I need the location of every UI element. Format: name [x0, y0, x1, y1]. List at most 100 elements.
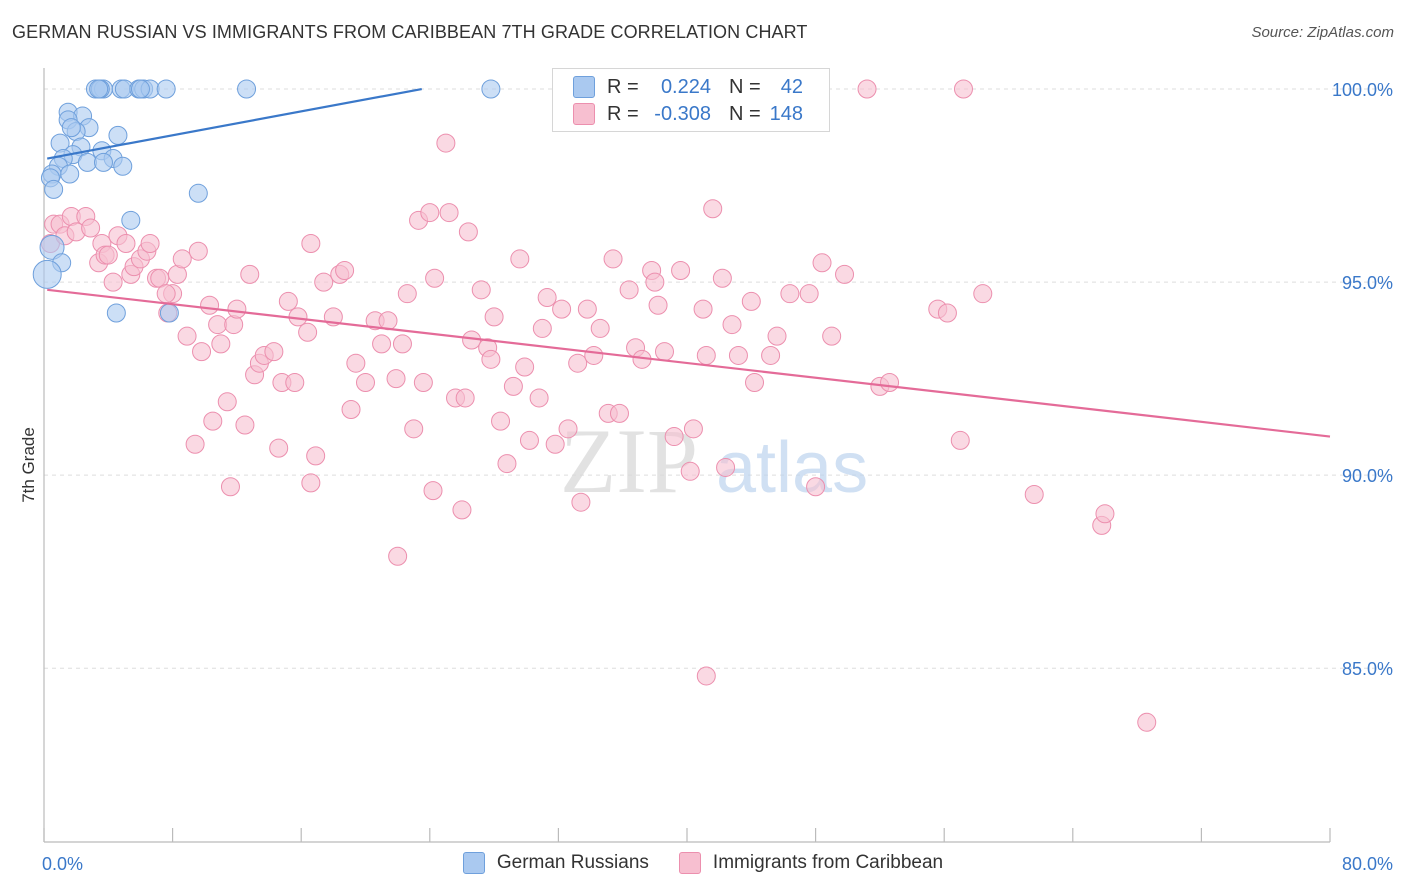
series-legend: German Russians Immigrants from Caribbea…	[0, 852, 1406, 874]
n-label: N =	[729, 75, 761, 98]
data-point	[32, 259, 62, 289]
tick-labels: 85.0% 90.0% 95.0% 100.0% 0.0% 80.0%	[42, 80, 1393, 874]
y-tick-label: 85.0%	[1342, 659, 1393, 679]
legend-swatch-pink	[678, 852, 701, 874]
chart-title: GERMAN RUSSIAN VS IMMIGRANTS FROM CARIBB…	[12, 22, 808, 42]
data-point	[1024, 484, 1044, 504]
data-point	[452, 500, 472, 520]
data-point	[306, 446, 326, 466]
data-point	[584, 345, 604, 365]
data-point	[545, 434, 565, 454]
data-point	[413, 372, 433, 392]
data-point	[217, 392, 237, 412]
data-point	[106, 303, 126, 323]
data-point	[224, 315, 244, 335]
data-point	[648, 295, 668, 315]
data-point	[835, 264, 855, 284]
data-point	[61, 118, 81, 138]
data-point	[227, 299, 247, 319]
data-point	[645, 272, 665, 292]
data-point	[491, 411, 511, 431]
data-point	[515, 357, 535, 377]
data-point	[577, 299, 597, 319]
data-point	[780, 284, 800, 304]
data-point	[722, 315, 742, 335]
data-point	[537, 288, 557, 308]
axes	[43, 68, 1331, 843]
data-point	[159, 303, 179, 323]
data-point	[552, 299, 572, 319]
data-point	[880, 372, 900, 392]
data-point	[973, 284, 993, 304]
data-point	[121, 210, 141, 230]
data-point	[693, 299, 713, 319]
n-value: 42	[780, 75, 803, 98]
y-tick-label: 100.0%	[1332, 80, 1393, 100]
data-point	[484, 307, 504, 327]
trend-line	[47, 288, 1331, 438]
data-point	[269, 438, 289, 458]
data-point	[404, 419, 424, 439]
data-point	[745, 372, 765, 392]
data-point	[103, 272, 123, 292]
data-point	[712, 268, 732, 288]
data-point	[425, 268, 445, 288]
data-point	[39, 234, 65, 260]
legend-swatch-blue	[462, 852, 485, 874]
data-point	[264, 342, 284, 362]
data-point	[285, 372, 305, 392]
data-point	[664, 427, 684, 447]
data-point	[108, 125, 128, 145]
data-point	[386, 369, 406, 389]
legend-item-caribbean[interactable]: Immigrants from Caribbean	[678, 852, 943, 874]
data-point	[356, 372, 375, 392]
data-point	[857, 79, 877, 99]
data-point	[116, 233, 136, 253]
data-point	[683, 419, 703, 439]
data-point	[346, 353, 366, 373]
data-point	[654, 342, 674, 362]
data-point	[188, 241, 208, 261]
data-point	[60, 164, 80, 184]
data-point	[44, 179, 64, 199]
data-point	[741, 291, 761, 311]
data-point	[497, 454, 517, 474]
data-point	[392, 334, 412, 354]
data-point	[156, 79, 176, 99]
data-point	[188, 183, 208, 203]
data-point	[98, 245, 118, 265]
data-point	[696, 345, 716, 365]
data-point	[298, 322, 318, 342]
data-point	[89, 79, 109, 99]
data-point	[953, 79, 973, 99]
data-point	[372, 334, 392, 354]
data-point	[301, 233, 321, 253]
data-point	[237, 79, 257, 99]
data-point	[1095, 504, 1115, 524]
data-point	[767, 326, 787, 346]
data-point	[301, 473, 321, 493]
data-point	[423, 481, 443, 501]
data-point	[716, 457, 736, 477]
correlation-legend: R = 0.224 N = 42 R = -0.308 N = 148	[552, 68, 830, 132]
data-point	[335, 261, 355, 281]
data-point	[703, 199, 723, 219]
data-point	[728, 345, 748, 365]
data-point	[671, 261, 691, 281]
data-point	[113, 156, 133, 176]
legend-label: German Russians	[496, 852, 649, 873]
watermark-atlas: atlas	[716, 428, 868, 508]
data-point	[397, 284, 417, 304]
data-point	[481, 349, 501, 369]
n-value: 148	[769, 102, 803, 125]
legend-item-german-russians[interactable]: German Russians	[462, 852, 649, 874]
source-credit: Source: ZipAtlas.com	[1251, 24, 1394, 41]
data-point	[558, 419, 578, 439]
data-point	[603, 249, 623, 269]
data-point	[619, 280, 639, 300]
legend-swatch-pink	[573, 103, 595, 125]
data-point	[436, 133, 456, 153]
data-point	[590, 318, 610, 338]
data-point	[439, 203, 459, 223]
data-point	[481, 79, 501, 99]
